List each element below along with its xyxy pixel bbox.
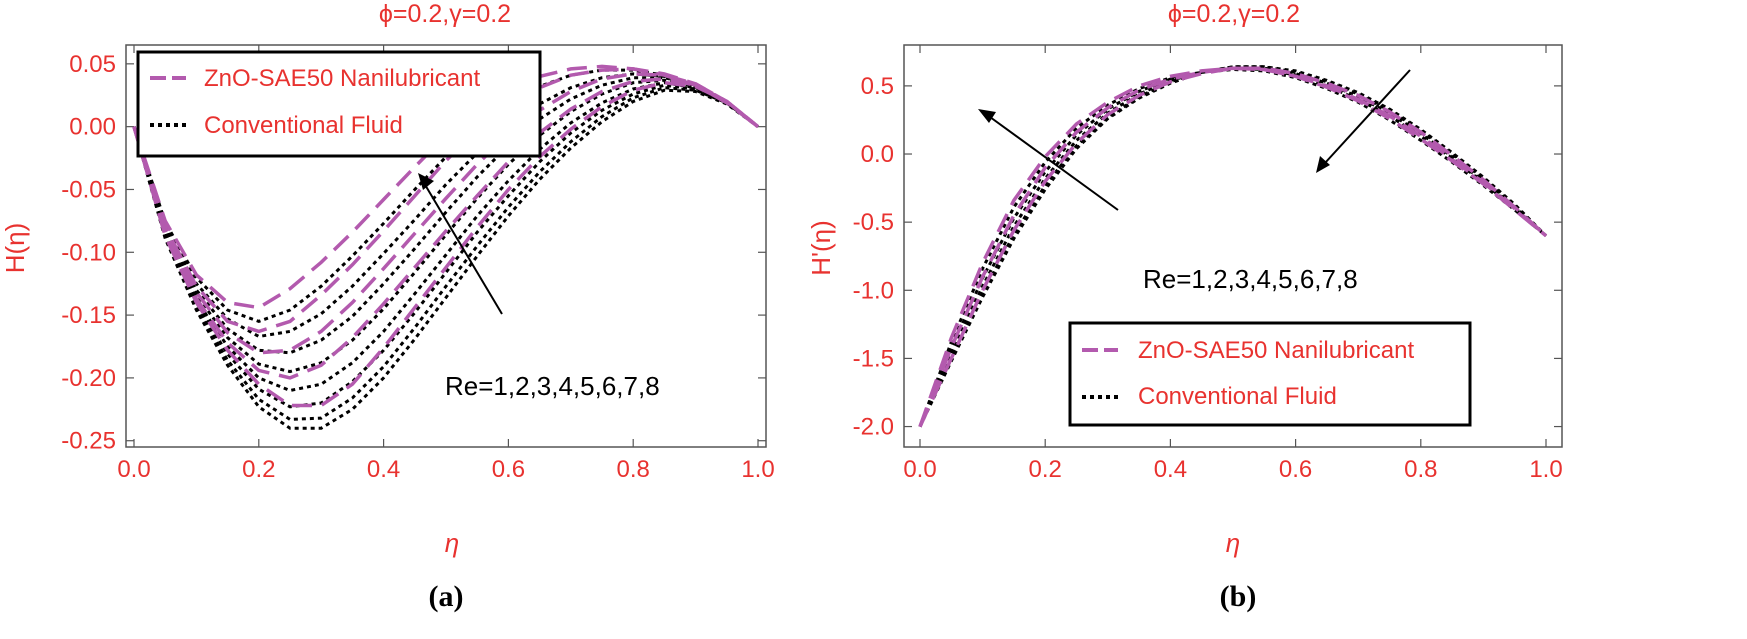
panel-a: ϕ=0.2,γ=0.2 0.0 0.2 0.4 0.6 0.8 1.0 0.05 0.00 -… bbox=[0, 0, 775, 613]
series-line-conventional-re-8 bbox=[132, 88, 759, 430]
y-tick-label: -1.5 bbox=[853, 345, 894, 372]
panel-a-plot-frame bbox=[125, 44, 767, 448]
series-line-nano-re-8 bbox=[918, 66, 1548, 428]
x-tick-label: 0.2 bbox=[242, 456, 275, 483]
panel-b-x-axis-label: η bbox=[1226, 528, 1240, 558]
panel-a-legend-box bbox=[136, 50, 542, 158]
series-line-nano-re-4 bbox=[918, 66, 1548, 428]
panel-b-y-axis-label: H'(η) bbox=[806, 220, 836, 276]
panel-b-legend-nano-label: ZnO-SAE50 Nanilubricant bbox=[1138, 337, 1414, 364]
series-line-conventional-re-2 bbox=[132, 72, 759, 339]
panel-b-y-tick-labels: 0.5 0.0 -0.5 -1.0 -1.5 -2.0 bbox=[853, 73, 894, 441]
panel-b-plot-frame bbox=[903, 44, 1563, 448]
x-tick-label: 0.6 bbox=[1279, 456, 1312, 483]
panel-a-legend-nano-label: ZnO-SAE50 Nanilubricant bbox=[204, 65, 480, 92]
series-line-conventional-re-1 bbox=[918, 67, 1547, 428]
panel-a-re-arrowhead bbox=[418, 173, 434, 190]
panel-b-x-tick-labels: 0.0 0.2 0.4 0.6 0.8 1.0 bbox=[903, 456, 1562, 483]
x-tick-label: 0.0 bbox=[903, 456, 936, 483]
panel-a-title: ϕ=0.2,γ=0.2 bbox=[379, 0, 511, 28]
x-tick-label: 1.0 bbox=[741, 456, 774, 483]
series-line-nano-re-1 bbox=[918, 66, 1548, 428]
series-line-conventional-re-7 bbox=[132, 86, 759, 421]
panel-a-legend-conventional-label: Conventional Fluid bbox=[204, 112, 403, 139]
series-line-conventional-re-8 bbox=[918, 65, 1548, 428]
series-line-nano-re-7 bbox=[132, 77, 760, 380]
x-tick-label: 0.8 bbox=[1404, 456, 1437, 483]
panel-b-re-arrowhead-left bbox=[978, 109, 996, 123]
series-line-conventional-re-5 bbox=[918, 66, 1548, 428]
x-tick-label: 1.0 bbox=[1529, 456, 1562, 483]
series-line-nano-re-5 bbox=[132, 72, 760, 355]
x-tick-label: 0.0 bbox=[117, 456, 150, 483]
panel-b: ϕ=0.2,γ=0.2 0.0 0.2 0.4 0.6 0.8 1.0 0.5 0.0 -0.… bbox=[806, 0, 1563, 613]
panel-b-series bbox=[918, 65, 1548, 428]
series-line-nano-re-3 bbox=[132, 67, 760, 334]
panel-b-re-arrow-left bbox=[989, 116, 1119, 211]
series-line-nano-re-8 bbox=[132, 80, 760, 408]
panel-a-y-axis-label: H(η) bbox=[0, 223, 30, 274]
panel-b-ticks bbox=[904, 45, 1562, 447]
panel-b-label: (b) bbox=[1220, 580, 1257, 613]
panel-b-legend-box bbox=[1068, 321, 1472, 427]
panel-b-re-arrowhead-right bbox=[1316, 156, 1330, 173]
panel-a-label: (a) bbox=[429, 580, 464, 613]
y-tick-label: -1.0 bbox=[853, 277, 894, 304]
y-tick-label: -0.25 bbox=[61, 428, 116, 455]
x-tick-label: 0.4 bbox=[367, 456, 400, 483]
y-tick-label: 0.00 bbox=[69, 114, 116, 141]
x-tick-label: 0.6 bbox=[492, 456, 525, 483]
series-line-conventional-re-6 bbox=[132, 83, 759, 409]
panel-b-re-annotation: Re=1,2,3,4,5,6,7,8 bbox=[1143, 264, 1358, 294]
panel-b-re-arrow-right bbox=[1324, 69, 1411, 164]
x-tick-label: 0.4 bbox=[1154, 456, 1187, 483]
y-tick-label: -0.10 bbox=[61, 239, 116, 266]
y-tick-label: -0.05 bbox=[61, 176, 116, 203]
panel-b-title: ϕ=0.2,γ=0.2 bbox=[1168, 0, 1300, 28]
y-tick-label: 0.5 bbox=[861, 73, 894, 100]
panel-a-x-axis-label: η bbox=[445, 528, 459, 558]
panel-b-legend: ZnO-SAE50 Nanilubricant Conventional Flu… bbox=[1068, 321, 1472, 427]
panel-b-legend-conventional-label: Conventional Fluid bbox=[1138, 383, 1337, 410]
panel-a-legend: ZnO-SAE50 Nanilubricant Conventional Flu… bbox=[136, 50, 542, 158]
y-tick-label: 0.05 bbox=[69, 51, 116, 78]
y-tick-label: -2.0 bbox=[853, 414, 894, 441]
panel-a-x-tick-labels: 0.0 0.2 0.4 0.6 0.8 1.0 bbox=[117, 456, 774, 483]
series-line-conventional-re-5 bbox=[132, 81, 759, 393]
y-tick-label: -0.5 bbox=[853, 209, 894, 236]
panel-a-series bbox=[132, 64, 760, 430]
y-tick-label: -0.15 bbox=[61, 302, 116, 329]
y-tick-label: 0.0 bbox=[861, 141, 894, 168]
panel-a-re-annotation: Re=1,2,3,4,5,6,7,8 bbox=[445, 371, 660, 401]
panel-a-y-tick-labels: 0.05 0.00 -0.05 -0.10 -0.15 -0.20 -0.25 bbox=[61, 51, 116, 455]
panel-a-re-arrow bbox=[423, 182, 503, 315]
x-tick-label: 0.2 bbox=[1029, 456, 1062, 483]
series-line-conventional-re-3 bbox=[132, 76, 759, 355]
x-tick-label: 0.8 bbox=[617, 456, 650, 483]
y-tick-label: -0.20 bbox=[61, 365, 116, 392]
